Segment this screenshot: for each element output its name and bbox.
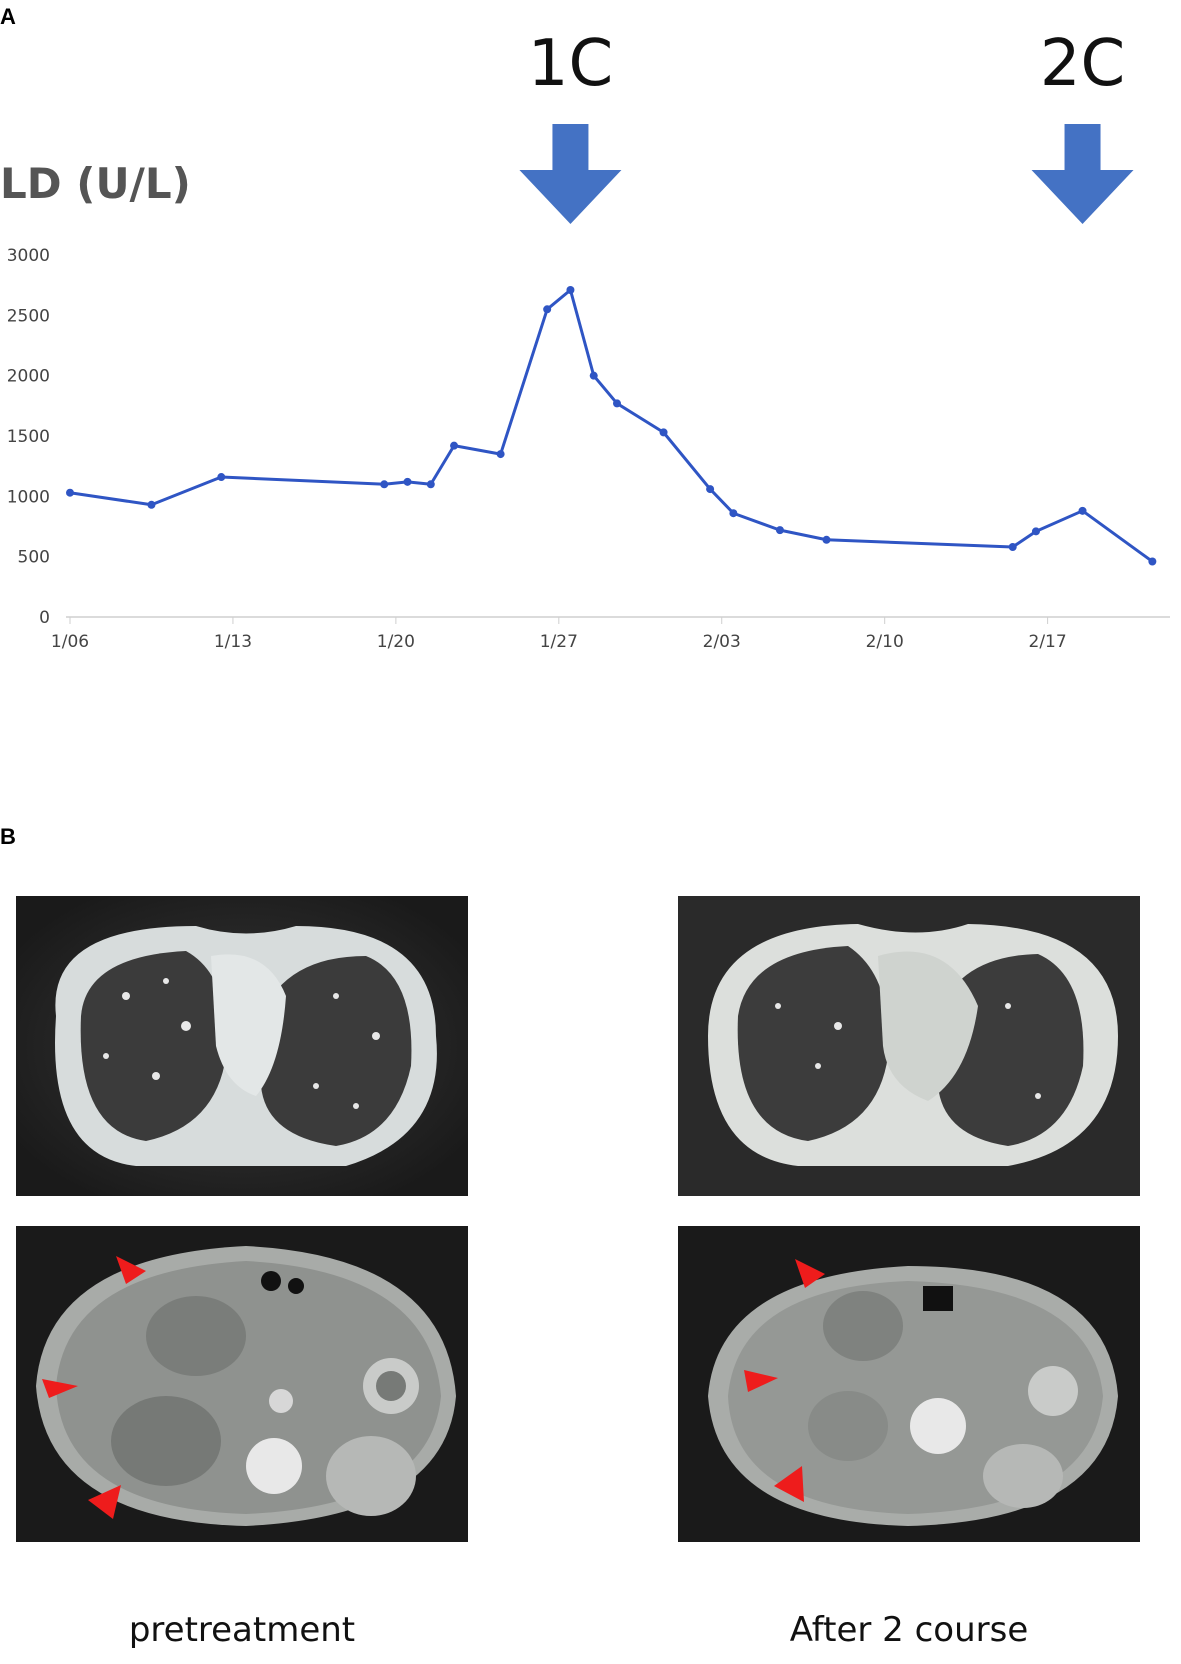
series-ld bbox=[66, 285, 1157, 566]
x-tick-label: 2/03 bbox=[703, 632, 741, 652]
x-tick-label: 1/27 bbox=[540, 632, 578, 652]
annotation-label: 2C bbox=[1040, 27, 1125, 101]
caption-after-2-course: After 2 course bbox=[789, 1610, 1029, 1650]
data-point bbox=[403, 477, 412, 486]
data-point bbox=[426, 480, 435, 489]
caption-pretreatment: pretreatment bbox=[128, 1610, 356, 1650]
data-point bbox=[706, 485, 715, 494]
x-tick-label: 2/17 bbox=[1029, 632, 1067, 652]
x-tick-label: 1/13 bbox=[214, 632, 252, 652]
down-arrow-icon bbox=[519, 124, 622, 224]
data-point bbox=[543, 305, 552, 314]
data-point bbox=[450, 441, 459, 450]
ct-abdomen-after bbox=[678, 1226, 1140, 1542]
data-point bbox=[775, 526, 784, 535]
y-axis-label: LD (U/L) bbox=[0, 159, 191, 208]
data-point bbox=[613, 399, 621, 408]
ct-abdomen-pretreatment bbox=[16, 1226, 468, 1542]
ct-chest-after bbox=[678, 896, 1140, 1196]
y-tick-label: 1500 bbox=[7, 427, 50, 447]
x-tick-label: 1/20 bbox=[377, 632, 415, 652]
x-axis-ticks: 1/06 1/13 1/20 1/27 2/03 2/10 2/17 bbox=[51, 617, 1067, 652]
y-axis-ticks: 0 500 1000 1500 2000 2500 3000 bbox=[7, 246, 50, 628]
y-tick-label: 2000 bbox=[7, 367, 50, 387]
x-tick-label: 2/10 bbox=[866, 632, 904, 652]
treatment-annotations: 1C 2C bbox=[519, 27, 1134, 224]
panel-a-label: A bbox=[0, 4, 16, 29]
down-arrow-icon bbox=[1031, 124, 1134, 224]
ld-line-chart: 1C 2C LD (U/L) 0 500 1000 1500 2000 2500 3000 1… bbox=[0, 27, 1170, 652]
data-point bbox=[659, 428, 668, 437]
data-point bbox=[1078, 506, 1087, 515]
data-point bbox=[1148, 557, 1157, 566]
data-point bbox=[380, 480, 389, 489]
data-point bbox=[822, 535, 831, 544]
data-point bbox=[496, 450, 505, 459]
annotation-label: 1C bbox=[528, 27, 613, 101]
x-tick-label: 1/06 bbox=[51, 632, 89, 652]
y-tick-label: 3000 bbox=[7, 246, 50, 266]
data-point bbox=[566, 285, 575, 294]
data-point bbox=[1031, 527, 1040, 536]
series-line bbox=[69, 288, 1154, 563]
panel-b-label: B bbox=[0, 824, 16, 849]
y-tick-label: 1000 bbox=[7, 487, 50, 507]
y-tick-label: 2500 bbox=[7, 306, 50, 326]
data-point bbox=[1008, 543, 1017, 552]
data-point bbox=[217, 473, 226, 482]
data-point bbox=[66, 488, 74, 497]
data-point bbox=[729, 509, 738, 518]
y-tick-label: 0 bbox=[39, 608, 50, 628]
data-point bbox=[589, 371, 598, 380]
y-tick-label: 500 bbox=[18, 548, 50, 568]
data-point bbox=[147, 500, 156, 509]
ct-chest-pretreatment bbox=[16, 896, 468, 1196]
